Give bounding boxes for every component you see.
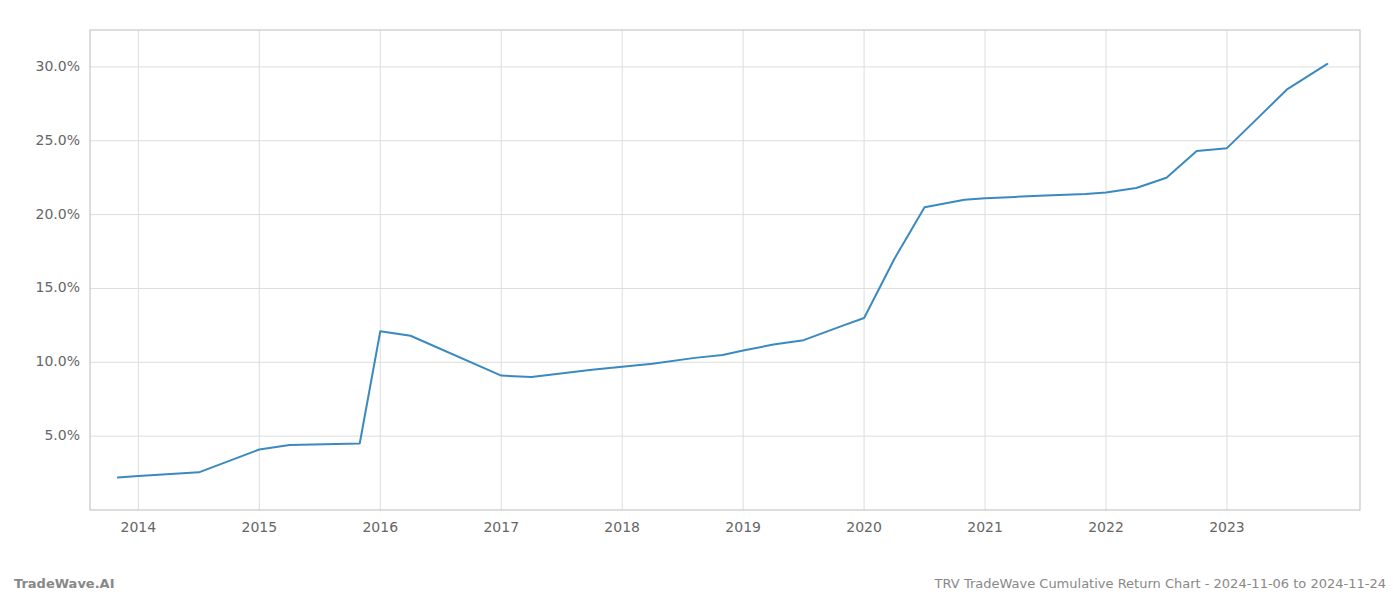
footer-right: TRV TradeWave Cumulative Return Chart - … — [934, 576, 1386, 591]
x-grid-line — [985, 30, 986, 510]
x-grid-line — [743, 30, 744, 510]
x-tick-label: 2022 — [1088, 519, 1124, 535]
x-tick-label: 2019 — [725, 519, 761, 535]
y-tick-label: 25.0% — [36, 132, 80, 148]
y-grid-line — [90, 140, 1360, 141]
x-grid-line — [138, 30, 139, 510]
series-group — [118, 64, 1328, 478]
x-grid-line — [501, 30, 502, 510]
grid — [90, 30, 1360, 510]
axes: 5.0% 10.0% 15.0% 20.0% 25.0% 30.0% 2014 2015 201… — [36, 30, 1360, 535]
y-grid-line — [90, 66, 1360, 67]
x-tick-label: 2023 — [1209, 519, 1245, 535]
plot-frame — [90, 30, 1360, 510]
x-grid-line — [1226, 30, 1227, 510]
footer-left: TradeWave.AI — [14, 576, 115, 591]
x-grid-line — [1106, 30, 1107, 510]
y-tick-label: 30.0% — [36, 58, 80, 74]
line — [118, 64, 1328, 478]
chart: 5.0% 10.0% 15.0% 20.0% 25.0% 30.0% 2014 2015 201… — [0, 0, 1400, 600]
x-tick-label: 2021 — [967, 519, 1003, 535]
x-grid-line — [380, 30, 381, 510]
x-tick-label: 2018 — [604, 519, 640, 535]
x-tick-label: 2017 — [483, 519, 519, 535]
y-grid-line — [90, 362, 1360, 363]
y-grid-line — [90, 288, 1360, 289]
x-tick-label: 2016 — [362, 519, 398, 535]
y-tick-label: 20.0% — [36, 206, 80, 222]
x-grid-line — [864, 30, 865, 510]
x-tick-label: 2015 — [242, 519, 278, 535]
y-tick-label: 10.0% — [36, 353, 80, 369]
x-grid-line — [259, 30, 260, 510]
y-grid-line — [90, 436, 1360, 437]
x-grid-line — [622, 30, 623, 510]
y-tick-label: 5.0% — [44, 427, 80, 443]
x-tick-label: 2020 — [846, 519, 882, 535]
x-tick-label: 2014 — [121, 519, 157, 535]
y-grid-line — [90, 214, 1360, 215]
y-tick-label: 15.0% — [36, 279, 80, 295]
